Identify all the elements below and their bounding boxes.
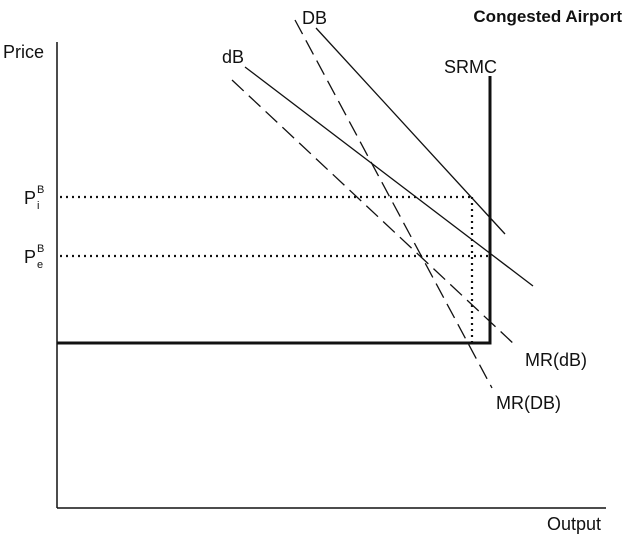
srmc-curve	[57, 76, 492, 345]
y-axis-label: Price	[3, 42, 44, 62]
mr-DB-label: MR(DB)	[496, 393, 561, 413]
srmc-label: SRMC	[444, 57, 497, 77]
mr-DB-curve	[294, 19, 493, 389]
dB-demand-curve	[244, 66, 534, 287]
db-demand-label: DB	[302, 8, 327, 28]
dB-demand-label: dB	[222, 47, 244, 67]
svg-text:i: i	[37, 200, 39, 212]
mr-dB-curve	[231, 79, 516, 346]
svg-text:P: P	[24, 247, 36, 267]
x-axis-label: Output	[547, 514, 601, 534]
diagram-title: Congested Airport	[473, 7, 622, 26]
svg-text:e: e	[37, 259, 43, 271]
pi-price-label: P B i	[24, 184, 44, 212]
svg-text:B: B	[37, 184, 44, 196]
mr-dB-label: MR(dB)	[525, 350, 587, 370]
svg-text:P: P	[24, 188, 36, 208]
pe-price-label: P B e	[24, 243, 44, 271]
db-demand-curve	[315, 27, 506, 235]
svg-text:B: B	[37, 243, 44, 255]
